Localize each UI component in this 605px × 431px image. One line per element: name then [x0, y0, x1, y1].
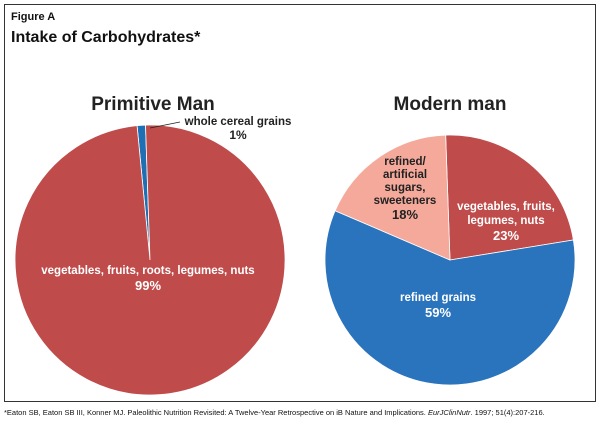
footnote-citation: . 1997; 51(4):207-216.: [470, 408, 545, 417]
pie-slice-vegetables-fruits-legumes-nuts: [445, 134, 574, 261]
footnote-text: *Eaton SB, Eaton SB III, Konner MJ. Pale…: [4, 408, 426, 417]
modern-vegetables-label-1: vegetables, fruits,: [457, 201, 555, 213]
refined-grains-label: refined grains: [400, 292, 476, 304]
modern-man-title: Modern man: [394, 94, 507, 115]
modern-man-pie: Modern man vegetables, fruits, legumes, …: [324, 94, 576, 386]
pie-slice-vegetables-fruits-roots-legumes-nuts: [14, 124, 286, 396]
whole-grains-label: whole cereal grains: [184, 116, 292, 128]
primitive-man-title: Primitive Man: [91, 94, 215, 115]
chart-title: Intake of Carbohydrates*: [11, 29, 201, 46]
footnote-journal: EurJClinNutr: [427, 408, 471, 417]
primitive-vegetables-pct: 99%: [135, 278, 161, 293]
whole-grains-leader-line: [149, 121, 181, 129]
pie-slice-refined-artificial-sugars-sweeteners: [334, 134, 451, 261]
primitive-man-pie: Primitive Man whole cereal grains 1% veg…: [14, 94, 292, 396]
primitive-vegetables-label: vegetables, fruits, roots, legumes, nuts: [41, 265, 254, 277]
footnote: *Eaton SB, Eaton SB III, Konner MJ. Pale…: [4, 408, 601, 417]
modern-vegetables-pct: 23%: [493, 228, 519, 243]
sugars-pct: 18%: [392, 207, 418, 222]
sugars-label-4: sweeteners: [374, 195, 437, 207]
pie-slice-refined-grains: [324, 210, 576, 386]
modern-vegetables-label-2: legumes, nuts: [467, 215, 544, 227]
sugars-label-2: artificial: [383, 169, 427, 181]
whole-grains-pct: 1%: [229, 128, 247, 142]
refined-grains-pct: 59%: [425, 305, 451, 320]
sugars-label-3: sugars,: [385, 182, 426, 194]
sugars-label-1: refined/: [384, 156, 426, 168]
figure-label: Figure A: [11, 11, 56, 23]
